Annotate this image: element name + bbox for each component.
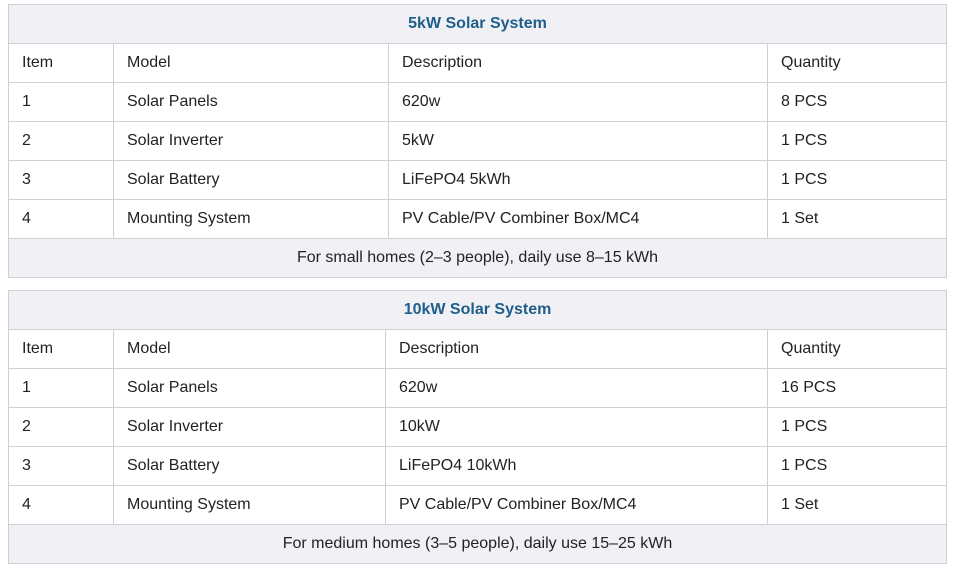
spec-table: 10kW Solar System Item Model Description Qua… <box>8 290 947 564</box>
cell: 1 PCS <box>767 407 947 447</box>
cell: Mounting System <box>113 485 386 525</box>
cell: Solar Battery <box>113 446 386 486</box>
column-header: Model <box>113 43 389 83</box>
header-row: Item Model Description Quantity <box>8 329 947 369</box>
cell: 620w <box>385 368 768 408</box>
cell: Solar Inverter <box>113 121 389 161</box>
table-row: 2 Solar Inverter 10kW 1 PCS <box>8 407 947 447</box>
table-row: 4 Mounting System PV Cable/PV Combiner Box… <box>8 485 947 525</box>
cell: 16 PCS <box>767 368 947 408</box>
cell: 1 PCS <box>766 121 948 161</box>
cell: 4 <box>8 199 114 239</box>
table-row: 3 Solar Battery LiFePO4 10kWh 1 PCS <box>8 446 947 486</box>
cell: Mounting System <box>113 199 389 239</box>
column-header: Quantity <box>766 43 948 83</box>
footer-row: For medium homes (3–5 people), daily use… <box>8 524 947 564</box>
column-header: Description <box>388 43 768 83</box>
cell: PV Cable/PV Combiner Box/MC4 <box>385 485 768 525</box>
cell: Solar Battery <box>113 160 389 200</box>
cell: 2 <box>8 407 114 447</box>
title-row: 10kW Solar System <box>8 290 947 330</box>
cell: Solar Inverter <box>113 407 386 447</box>
table-row: 1 Solar Panels 620w 8 PCS <box>8 82 948 122</box>
cell: 1 PCS <box>766 160 948 200</box>
cell: PV Cable/PV Combiner Box/MC4 <box>388 199 768 239</box>
header-row: Item Model Description Quantity <box>8 43 948 83</box>
cell: 620w <box>388 82 768 122</box>
cell: 1 <box>8 368 114 408</box>
cell: 1 <box>8 82 114 122</box>
column-header: Description <box>385 329 768 369</box>
cell: 8 PCS <box>766 82 948 122</box>
tables: 5kW Solar System Item Model Description Quan… <box>7 4 948 576</box>
cell: Solar Panels <box>113 82 389 122</box>
cell: 5kW <box>388 121 768 161</box>
cell: 1 PCS <box>767 446 947 486</box>
table-row: 1 Solar Panels 620w 16 PCS <box>8 368 947 408</box>
spec-table: 5kW Solar System Item Model Description Quan… <box>7 4 948 278</box>
footer-row: For small homes (2–3 people), daily use … <box>7 238 948 278</box>
cell: 1 Set <box>767 485 947 525</box>
cell: 1 Set <box>766 199 948 239</box>
cell: 10kW <box>385 407 768 447</box>
table-footer: For small homes (2–3 people), daily use … <box>7 238 948 278</box>
cell: LiFePO4 10kWh <box>385 446 768 486</box>
column-header: Item <box>8 43 114 83</box>
column-header: Item <box>8 329 114 369</box>
cell: 3 <box>8 160 114 200</box>
table-title: 10kW Solar System <box>8 290 947 330</box>
table-title: 5kW Solar System <box>7 4 948 44</box>
table-row: 3 Solar Battery LiFePO4 5kWh 1 PCS <box>8 160 948 200</box>
table-footer: For medium homes (3–5 people), daily use… <box>8 524 947 564</box>
cell: Solar Panels <box>113 368 386 408</box>
cell: 4 <box>8 485 114 525</box>
table-row: 4 Mounting System PV Cable/PV Combiner Box… <box>8 199 948 239</box>
cell: 2 <box>8 121 114 161</box>
cell: 3 <box>8 446 114 486</box>
column-header: Quantity <box>767 329 947 369</box>
title-row: 5kW Solar System <box>7 4 948 44</box>
column-header: Model <box>113 329 386 369</box>
cell: LiFePO4 5kWh <box>388 160 768 200</box>
table-row: 2 Solar Inverter 5kW 1 PCS <box>8 121 948 161</box>
